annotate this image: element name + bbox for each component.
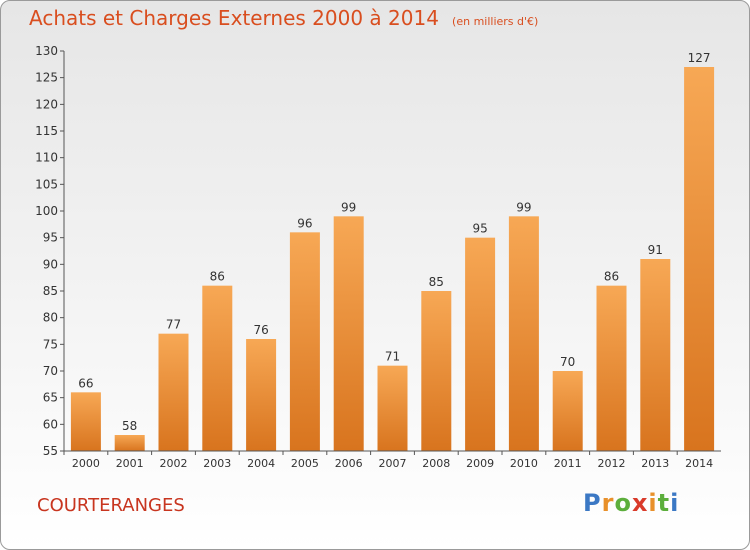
bar-2006	[333, 216, 364, 451]
data-label-2002: 77	[166, 318, 181, 332]
y-tick-label-55: 55	[43, 444, 58, 458]
bar-2001	[114, 435, 145, 451]
bar-2013	[640, 259, 671, 451]
data-label-2011: 70	[560, 355, 575, 369]
y-tick-label-90: 90	[43, 257, 58, 271]
data-label-2014: 127	[688, 51, 711, 65]
x-tick-label-2007: 2007	[379, 457, 407, 470]
bar-2005	[289, 232, 320, 451]
bar-2014	[684, 67, 715, 451]
chart-title-block: Achats et Charges Externes 2000 à 2014 (…	[29, 6, 538, 30]
town-name: COURTERANGES	[37, 495, 185, 516]
bar-2008	[421, 291, 452, 451]
x-tick-label-2009: 2009	[466, 457, 494, 470]
x-tick-label-2005: 2005	[291, 457, 319, 470]
bar-2012	[596, 285, 627, 451]
y-tick-label-85: 85	[43, 284, 58, 298]
y-tick-label-105: 105	[35, 177, 58, 191]
x-tick-label-2014: 2014	[685, 457, 713, 470]
y-tick-label-110: 110	[35, 151, 58, 165]
proxiti-logo: Proxiti	[583, 489, 680, 517]
y-tick-label-60: 60	[43, 417, 58, 431]
bar-2004	[246, 339, 277, 451]
x-tick-label-2000: 2000	[72, 457, 100, 470]
y-tick-label-115: 115	[35, 124, 58, 138]
bar-2003	[202, 285, 233, 451]
data-label-2003: 86	[210, 270, 225, 284]
y-tick-label-80: 80	[43, 311, 58, 325]
data-label-2004: 76	[253, 323, 268, 337]
x-tick-label-2003: 2003	[203, 457, 231, 470]
x-tick-label-2008: 2008	[422, 457, 450, 470]
data-label-2013: 91	[648, 243, 663, 257]
data-label-2007: 71	[385, 350, 400, 364]
y-tick-label-65: 65	[43, 391, 58, 405]
x-tick-label-2011: 2011	[554, 457, 582, 470]
data-label-2005: 96	[297, 216, 312, 230]
x-tick-label-2002: 2002	[160, 457, 188, 470]
x-tick-label-2006: 2006	[335, 457, 363, 470]
x-tick-label-2013: 2013	[641, 457, 669, 470]
bar-2000	[70, 392, 101, 451]
x-tick-label-2004: 2004	[247, 457, 275, 470]
chart-subtitle: (en milliers d'€)	[452, 15, 539, 28]
y-tick-label-70: 70	[43, 364, 58, 378]
data-label-2009: 95	[472, 222, 487, 236]
bar-2007	[377, 365, 408, 451]
data-label-2008: 85	[429, 275, 444, 289]
y-tick-label-75: 75	[43, 337, 58, 351]
y-tick-label-130: 130	[35, 44, 58, 58]
x-tick-label-2012: 2012	[598, 457, 626, 470]
y-tick-label-95: 95	[43, 231, 58, 245]
y-tick-label-125: 125	[35, 71, 58, 85]
x-tick-label-2010: 2010	[510, 457, 538, 470]
bar-2011	[552, 371, 583, 451]
data-label-2006: 99	[341, 200, 356, 214]
data-label-2000: 66	[78, 376, 93, 390]
bar-2002	[158, 333, 189, 451]
y-tick-label-100: 100	[35, 204, 58, 218]
bar-2010	[508, 216, 539, 451]
data-label-2010: 99	[516, 200, 531, 214]
data-label-2012: 86	[604, 270, 619, 284]
data-label-2001: 58	[122, 419, 137, 433]
y-tick-label-120: 120	[35, 97, 58, 111]
chart-title: Achats et Charges Externes 2000 à 2014	[29, 6, 439, 30]
x-tick-label-2001: 2001	[116, 457, 144, 470]
bar-2009	[465, 237, 496, 451]
